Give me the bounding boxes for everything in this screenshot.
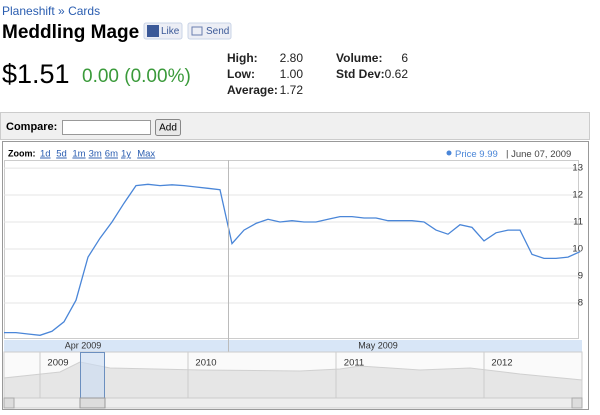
zoom-label: Zoom: bbox=[8, 148, 36, 158]
stat-value: 0.62 bbox=[385, 67, 409, 81]
plot: 8 9 10 11 12 13 bbox=[4, 163, 583, 336]
legend-name: Price bbox=[455, 149, 477, 160]
legend-dot bbox=[446, 150, 452, 156]
y-tick-label: 13 bbox=[572, 163, 583, 174]
stat-value: 1.00 bbox=[280, 67, 304, 81]
x-label: May 2009 bbox=[358, 340, 398, 350]
compare-input[interactable] bbox=[62, 120, 151, 135]
navigator-area bbox=[3, 361, 583, 399]
stat-label: Average: bbox=[227, 83, 278, 97]
legend-date-text: June 07, 2009 bbox=[511, 149, 571, 160]
scroll-thumb[interactable] bbox=[79, 397, 106, 409]
year-label: 2011 bbox=[344, 358, 364, 369]
stat-label: Volume: bbox=[336, 51, 382, 65]
zoom-option[interactable]: 5d bbox=[56, 149, 67, 160]
like-text: Like bbox=[161, 26, 180, 37]
scroll-left[interactable] bbox=[3, 397, 15, 409]
year-label: 2010 bbox=[195, 358, 216, 369]
stat-value: 2.80 bbox=[280, 51, 304, 65]
compare-label: Compare: bbox=[6, 121, 57, 133]
navigator-dividers bbox=[39, 352, 485, 398]
breadcrumb-parent[interactable]: Planeshift bbox=[2, 4, 55, 18]
zoom-option[interactable]: 6m bbox=[105, 149, 118, 160]
zoom-option[interactable]: 1y bbox=[121, 149, 131, 160]
zoom-option[interactable]: Max bbox=[137, 149, 155, 160]
stat-label: Std Dev: bbox=[336, 67, 385, 81]
legend-entry: Price 9.99 bbox=[455, 149, 498, 160]
y-tick-label: 10 bbox=[572, 244, 583, 255]
legend-date: | June 07, 2009 bbox=[506, 149, 571, 160]
y-tick-label: 11 bbox=[573, 217, 583, 228]
stat-value: 6 bbox=[401, 51, 408, 65]
breadcrumb-separator: » bbox=[58, 4, 65, 18]
add-text: Add bbox=[159, 123, 177, 134]
price-line bbox=[4, 183, 581, 336]
zoom-options: 1d 5d 1m 3m 6m 1y Max bbox=[40, 149, 155, 160]
year-label: 2009 bbox=[47, 358, 68, 369]
scroll-right[interactable] bbox=[571, 397, 583, 409]
price-change: 0.00 (0.00%) bbox=[82, 66, 191, 87]
y-tick-label: 9 bbox=[578, 270, 583, 281]
legend-value: 9.99 bbox=[479, 149, 498, 160]
breadcrumb-child[interactable]: Cards bbox=[68, 4, 100, 18]
stats: High: 2.80 Low: 1.00 Average: 1.72 Volum… bbox=[227, 51, 408, 97]
zoom-option[interactable]: 3m bbox=[89, 149, 102, 160]
stat-label: High: bbox=[227, 51, 258, 65]
x-label: Apr 2009 bbox=[65, 340, 102, 350]
send-icon bbox=[191, 26, 203, 36]
send-text: Send bbox=[206, 26, 229, 37]
stat-value: 1.72 bbox=[280, 83, 304, 97]
date-band bbox=[4, 340, 582, 352]
year-label: 2012 bbox=[491, 358, 512, 369]
card-title: Meddling Mage bbox=[2, 22, 139, 43]
y-tick-label: 12 bbox=[572, 190, 583, 201]
zoom-option[interactable]: 1d bbox=[40, 149, 51, 160]
y-tick-label: 8 bbox=[578, 297, 583, 308]
price: $1.51 bbox=[2, 59, 70, 89]
breadcrumb: Planeshift » Cards bbox=[2, 4, 100, 18]
navigator-years: 2009 2010 2011 2012 bbox=[47, 358, 512, 369]
add-button[interactable] bbox=[155, 119, 181, 136]
stat-label: Low: bbox=[227, 67, 255, 81]
zoom-option[interactable]: 1m bbox=[72, 149, 85, 160]
fb-icon bbox=[147, 25, 159, 37]
